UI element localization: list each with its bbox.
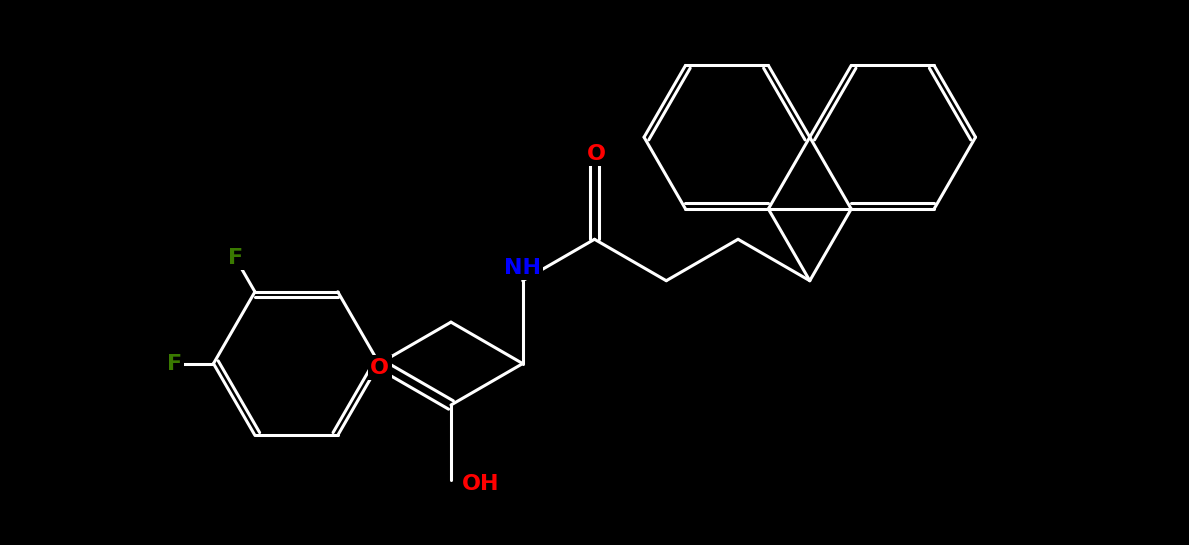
Text: NH: NH [504,258,541,277]
Text: F: F [166,354,182,373]
Text: O: O [587,144,606,164]
Text: O: O [370,358,389,378]
Text: F: F [228,248,243,268]
Text: OH: OH [461,474,499,494]
